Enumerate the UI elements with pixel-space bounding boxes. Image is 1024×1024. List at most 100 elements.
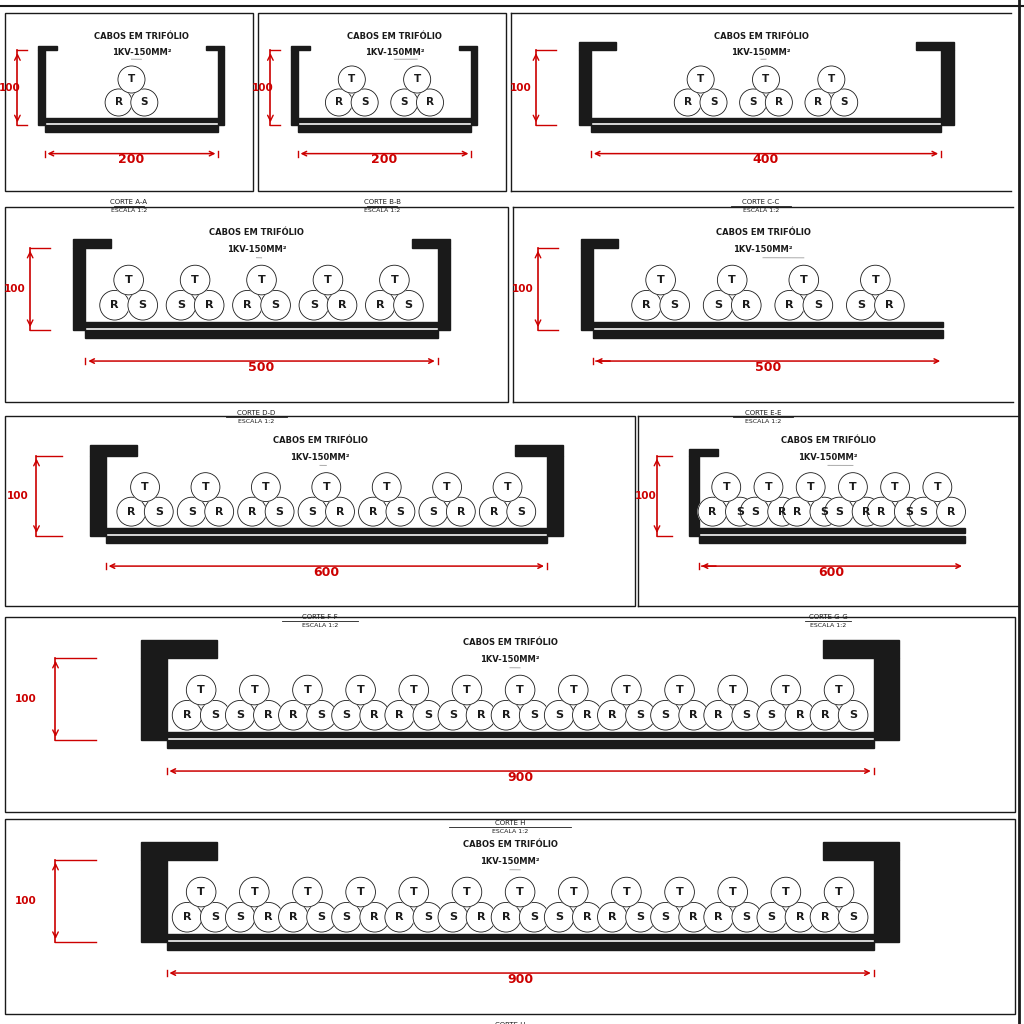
Circle shape: [240, 878, 269, 907]
Circle shape: [598, 700, 627, 730]
Circle shape: [839, 473, 867, 502]
Text: R: R: [608, 912, 616, 923]
Text: S: S: [820, 507, 828, 517]
Circle shape: [805, 89, 833, 116]
Text: S: S: [662, 912, 670, 923]
Text: T: T: [463, 685, 471, 695]
Text: R: R: [248, 507, 256, 517]
Text: T: T: [356, 685, 365, 695]
Circle shape: [611, 878, 641, 907]
Text: R: R: [689, 912, 698, 923]
Text: R: R: [684, 97, 692, 108]
Circle shape: [105, 89, 132, 116]
Text: R: R: [182, 711, 191, 720]
Bar: [515, 444, 562, 456]
Text: S: S: [360, 97, 369, 108]
Bar: [459, 46, 477, 50]
Text: 1KV-150MM²: 1KV-150MM²: [733, 246, 793, 254]
Circle shape: [703, 902, 733, 932]
Text: T: T: [141, 482, 148, 493]
Text: T: T: [722, 482, 730, 493]
Text: R: R: [814, 97, 822, 108]
Circle shape: [247, 265, 276, 295]
Circle shape: [166, 291, 196, 321]
Circle shape: [632, 291, 662, 321]
Text: ESCALA 1:2: ESCALA 1:2: [364, 208, 400, 213]
Bar: [437, 248, 451, 330]
Circle shape: [782, 498, 811, 526]
Text: 600: 600: [819, 566, 845, 580]
Text: ESCALA 1:2: ESCALA 1:2: [111, 208, 147, 213]
Bar: [5, 13, 253, 191]
Circle shape: [753, 66, 779, 93]
Text: 1KV-150MM²: 1KV-150MM²: [112, 48, 171, 56]
Text: ESCALA 1:2: ESCALA 1:2: [302, 623, 338, 628]
Text: S: S: [317, 912, 326, 923]
Circle shape: [313, 265, 343, 295]
Text: 100: 100: [512, 284, 534, 294]
Bar: [873, 658, 899, 740]
Circle shape: [494, 473, 522, 502]
Bar: [167, 740, 873, 748]
Bar: [471, 50, 477, 125]
Circle shape: [839, 902, 868, 932]
Bar: [941, 50, 953, 125]
Circle shape: [131, 89, 158, 116]
Text: ESCALA 1:2: ESCALA 1:2: [744, 419, 781, 424]
Text: R: R: [111, 300, 119, 310]
Text: S: S: [449, 912, 457, 923]
Bar: [292, 46, 310, 50]
Bar: [292, 50, 298, 125]
Text: CORTE B-B: CORTE B-B: [364, 199, 400, 205]
Bar: [579, 42, 616, 50]
Circle shape: [279, 700, 308, 730]
Bar: [873, 860, 899, 942]
Text: T: T: [323, 482, 330, 493]
Text: R: R: [215, 507, 223, 517]
Text: R: R: [878, 507, 886, 517]
Circle shape: [403, 66, 431, 93]
Circle shape: [328, 291, 356, 321]
Circle shape: [726, 498, 755, 526]
Bar: [45, 118, 218, 123]
Text: T: T: [807, 482, 814, 493]
Text: S: S: [742, 912, 751, 923]
Circle shape: [519, 902, 549, 932]
Circle shape: [881, 473, 909, 502]
Circle shape: [238, 498, 266, 526]
Circle shape: [505, 878, 535, 907]
Circle shape: [923, 473, 951, 502]
Circle shape: [731, 291, 761, 321]
Circle shape: [391, 89, 418, 116]
Circle shape: [739, 89, 767, 116]
Text: T: T: [763, 75, 770, 85]
Text: 500: 500: [249, 361, 274, 375]
Text: R: R: [289, 912, 298, 923]
Circle shape: [545, 700, 574, 730]
Circle shape: [438, 700, 468, 730]
Text: CORTE D-D: CORTE D-D: [238, 410, 275, 416]
Circle shape: [380, 265, 410, 295]
Circle shape: [659, 291, 689, 321]
Text: S: S: [814, 300, 822, 310]
Text: S: S: [342, 912, 350, 923]
Text: R: R: [264, 711, 272, 720]
Circle shape: [254, 700, 284, 730]
Text: 100: 100: [0, 83, 20, 93]
Circle shape: [718, 878, 748, 907]
Text: T: T: [198, 887, 205, 897]
Circle shape: [860, 265, 890, 295]
Text: 600: 600: [313, 566, 339, 580]
Text: CORTE G-G: CORTE G-G: [809, 614, 848, 620]
Circle shape: [240, 675, 269, 705]
Circle shape: [810, 902, 840, 932]
Text: S: S: [271, 300, 280, 310]
Text: 100: 100: [14, 694, 36, 703]
Circle shape: [453, 878, 481, 907]
Text: CABOS EM TRIFÓLIO: CABOS EM TRIFÓLIO: [463, 638, 557, 647]
Bar: [689, 450, 718, 456]
Circle shape: [650, 700, 680, 730]
Text: S: S: [310, 300, 317, 310]
Bar: [258, 13, 506, 191]
Text: R: R: [947, 507, 955, 517]
